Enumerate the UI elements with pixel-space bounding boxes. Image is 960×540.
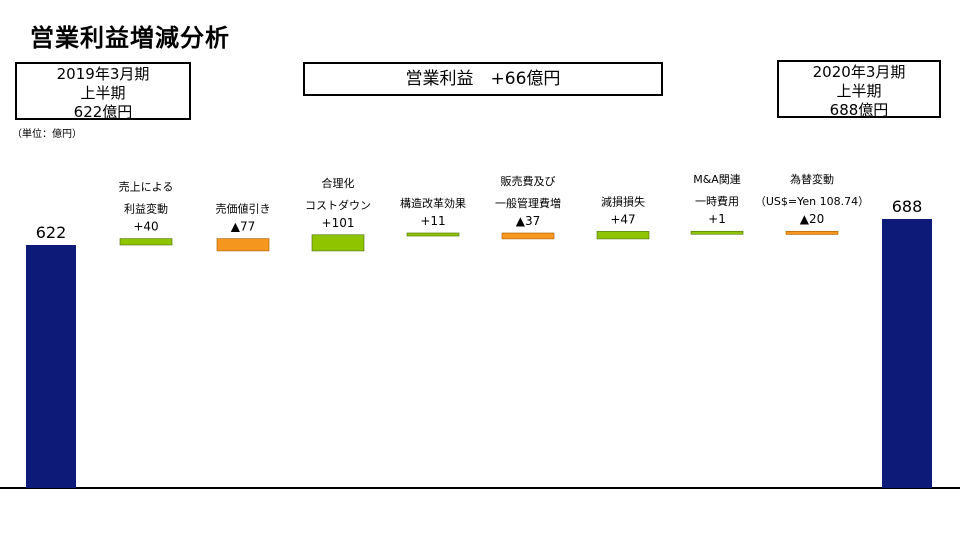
step-value-label: +47 — [610, 212, 635, 226]
step-bar — [406, 232, 460, 237]
end-total-bar — [882, 219, 932, 488]
step-category-label: 合理化 — [322, 176, 355, 190]
step-category-label: 売上による — [119, 181, 174, 194]
step-category-label: コストダウン — [305, 198, 371, 212]
step-value-label: ▲20 — [800, 212, 825, 226]
unit-label: （単位：億円） — [12, 129, 82, 140]
operating-profit-change-text: 営業利益 +66億円 — [405, 69, 561, 89]
current-period-value: 688億円 — [829, 101, 889, 119]
prior-period-year: 2019年3月期 — [56, 65, 150, 83]
prior-period-box: 2019年3月期 上半期 622億円 — [15, 62, 191, 121]
step-category-label: 売価値引き — [216, 202, 271, 216]
operating-profit-change-box: 営業利益 +66億円 — [303, 62, 663, 96]
step-category-label: 販売費及び — [501, 174, 556, 188]
prior-period-value: 622億円 — [73, 103, 133, 121]
step-category-label: M&A関連 — [693, 172, 741, 186]
current-period-year: 2020年3月期 — [812, 63, 906, 81]
step-value-label: +101 — [322, 216, 355, 230]
step-value-label: ▲37 — [516, 214, 541, 228]
page-title: 営業利益増減分析 — [30, 24, 230, 52]
end-total-label: 688 — [892, 197, 923, 216]
prior-period-half: 上半期 — [80, 84, 126, 102]
step-bar — [785, 230, 839, 235]
step-bar — [501, 232, 555, 240]
step-category-label: 利益変動 — [124, 202, 168, 216]
step-bar — [119, 238, 173, 246]
step-category-label: 一時費用 — [695, 194, 739, 208]
step-category-label: （US$=Yen 108.74） — [755, 195, 869, 208]
step-category-label: 減損損失 — [601, 194, 645, 208]
step-category-label: 一般管理費増 — [495, 196, 561, 210]
step-bar — [690, 230, 744, 235]
step-category-label: 為替変動 — [790, 172, 834, 186]
step-bar — [311, 234, 365, 252]
step-value-label: ▲77 — [231, 220, 256, 234]
step-value-label: +11 — [420, 214, 445, 228]
step-bar — [596, 231, 650, 240]
start-total-bar — [26, 245, 76, 488]
current-period-half: 上半期 — [836, 82, 882, 100]
step-category-label: 構造改革効果 — [400, 196, 466, 210]
step-value-label: +1 — [708, 212, 726, 226]
step-value-label: +40 — [133, 220, 158, 234]
start-total-label: 622 — [36, 223, 67, 242]
current-period-box: 2020年3月期 上半期 688億円 — [777, 60, 941, 119]
step-bar — [216, 238, 270, 252]
